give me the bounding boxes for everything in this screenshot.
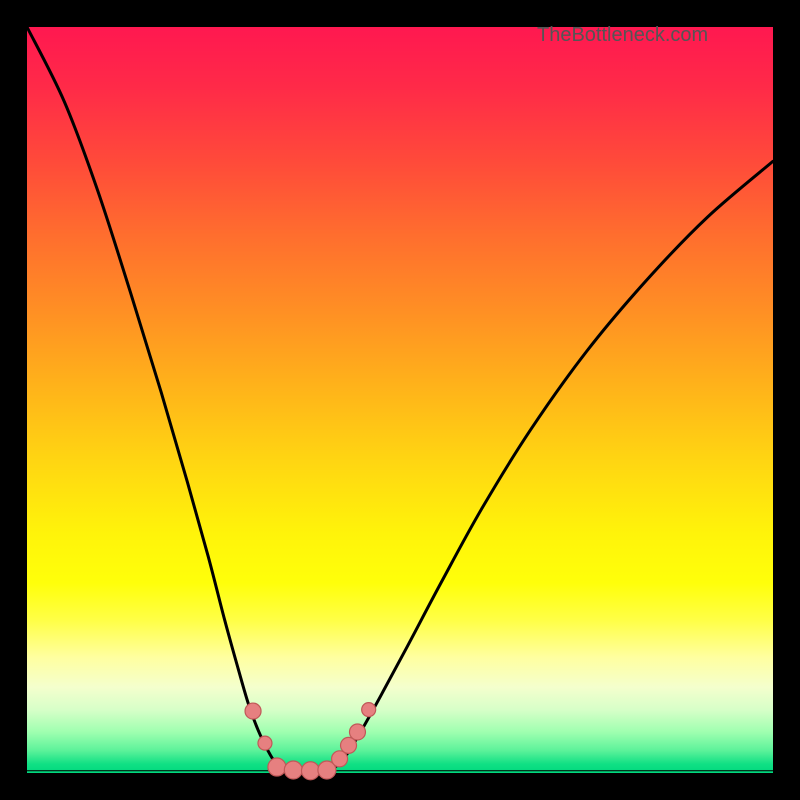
data-point [258,736,272,750]
data-point [245,703,261,719]
chart-canvas: TheBottleneck.com [0,0,800,800]
data-point [284,761,302,779]
data-point [268,758,286,776]
plot-area [27,27,773,773]
curve-layer [27,27,773,773]
data-point [362,703,376,717]
curve-right-branch [333,161,773,768]
data-point [349,724,365,740]
curve-left-branch [27,27,284,769]
watermark-text: TheBottleneck.com [537,24,708,47]
data-point [301,762,319,780]
